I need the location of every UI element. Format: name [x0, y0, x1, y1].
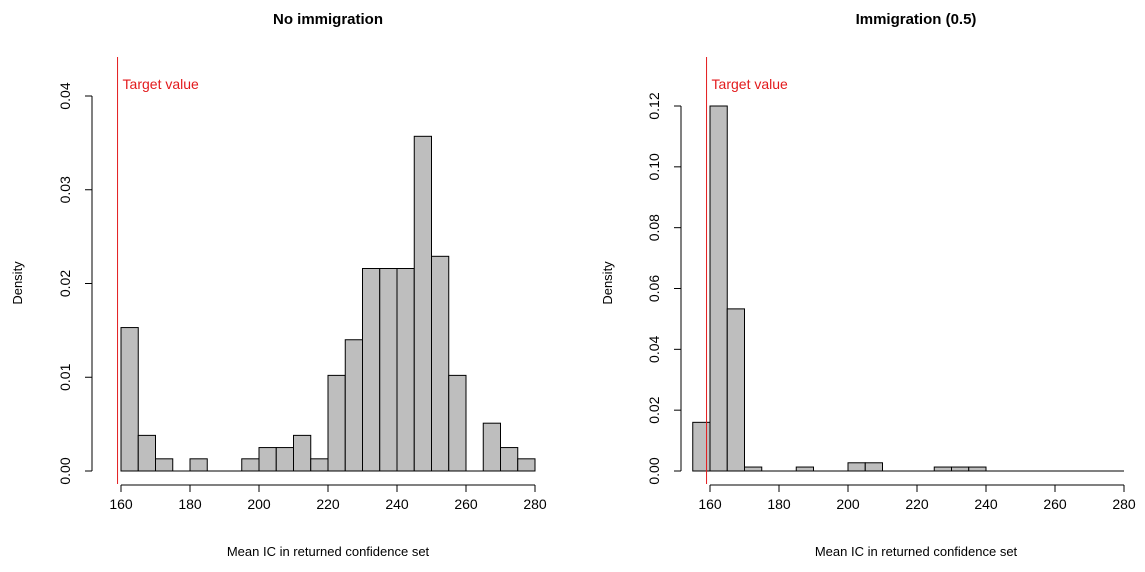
y-axis: 0.00 0.01 0.02 0.03 0.04: [57, 82, 93, 485]
histogram-bar: [413, 135, 432, 472]
y-tick-label: 0.02: [57, 270, 73, 297]
histogram-bar: [709, 105, 728, 472]
histogram-bar: [327, 374, 346, 472]
x-tick-label: 180: [178, 496, 202, 512]
histogram-bar: [864, 462, 883, 472]
y-tick-label: 0.02: [646, 396, 662, 423]
histogram-bar: [137, 434, 156, 472]
histogram-bar: [951, 466, 970, 472]
histogram-bar: [744, 466, 763, 472]
bars-group: [692, 105, 1124, 472]
x-axis: 160 180 200 220 240 260 280: [109, 484, 547, 512]
histogram-bar: [396, 268, 415, 472]
histogram-bar: [692, 421, 711, 472]
histogram-bar: [847, 462, 866, 472]
x-axis-label: Mean IC in returned confidence set: [227, 544, 430, 559]
histogram-bar: [189, 458, 208, 472]
histogram-bar: [726, 308, 745, 472]
y-axis-label: Density: [600, 261, 615, 305]
y-tick-label: 0.00: [646, 457, 662, 484]
y-tick-label: 0.01: [57, 363, 73, 390]
chart-title: No immigration: [273, 11, 383, 28]
x-axis: 160 180 200 220 240 260 280: [698, 484, 1136, 512]
chart-title: Immigration (0.5): [856, 11, 977, 28]
histogram-bar: [362, 268, 381, 472]
x-tick-label: 160: [698, 496, 722, 512]
y-tick-label: 0.04: [57, 82, 73, 109]
y-axis-label: Density: [10, 261, 25, 305]
histogram-bar: [482, 422, 501, 472]
x-tick-label: 260: [1043, 496, 1067, 512]
panel-immigration: Immigration (0.5) Target value 160 180 200…: [600, 11, 1136, 559]
histogram-bar: [258, 447, 277, 472]
histogram-bar: [120, 327, 139, 472]
x-tick-label: 280: [523, 496, 547, 512]
x-tick-label: 160: [109, 496, 133, 512]
histogram-bar: [379, 268, 398, 472]
y-tick-label: 0.06: [646, 275, 662, 302]
y-tick-label: 0.04: [646, 335, 662, 362]
y-tick-label: 0.08: [646, 214, 662, 241]
histogram-bar: [241, 458, 260, 472]
x-tick-label: 240: [385, 496, 409, 512]
x-tick-label: 200: [247, 496, 271, 512]
histogram-bar: [517, 458, 536, 472]
panel-no-immigration: No immigration Target value 160 180 200 220…: [10, 11, 547, 559]
histogram-bar: [431, 255, 450, 472]
y-tick-label: 0.10: [646, 153, 662, 180]
histogram-bar: [293, 434, 312, 472]
y-tick-label: 0.12: [646, 92, 662, 119]
y-tick-label: 0.03: [57, 176, 73, 203]
histogram-bar: [344, 339, 363, 472]
histogram-bar: [968, 466, 987, 472]
histogram-bar: [933, 466, 952, 472]
target-value-label: Target value: [712, 76, 788, 92]
histogram-bar: [155, 458, 174, 472]
y-axis: 0.00 0.02 0.04 0.06 0.08 0.10 0.12: [646, 92, 682, 485]
histogram-bar: [448, 374, 467, 472]
y-tick-label: 0.00: [57, 457, 73, 484]
histogram-bar: [500, 447, 519, 472]
x-tick-label: 240: [974, 496, 998, 512]
histogram-bar: [795, 466, 814, 472]
x-tick-label: 220: [316, 496, 340, 512]
x-tick-label: 180: [767, 496, 791, 512]
x-tick-label: 280: [1112, 496, 1136, 512]
histogram-bar: [275, 447, 294, 472]
x-axis-label: Mean IC in returned confidence set: [815, 544, 1018, 559]
x-tick-label: 220: [905, 496, 929, 512]
x-tick-label: 200: [836, 496, 860, 512]
target-value-label: Target value: [123, 76, 199, 92]
x-tick-label: 260: [454, 496, 478, 512]
bars-group: [120, 135, 536, 472]
histogram-bar: [310, 458, 329, 472]
